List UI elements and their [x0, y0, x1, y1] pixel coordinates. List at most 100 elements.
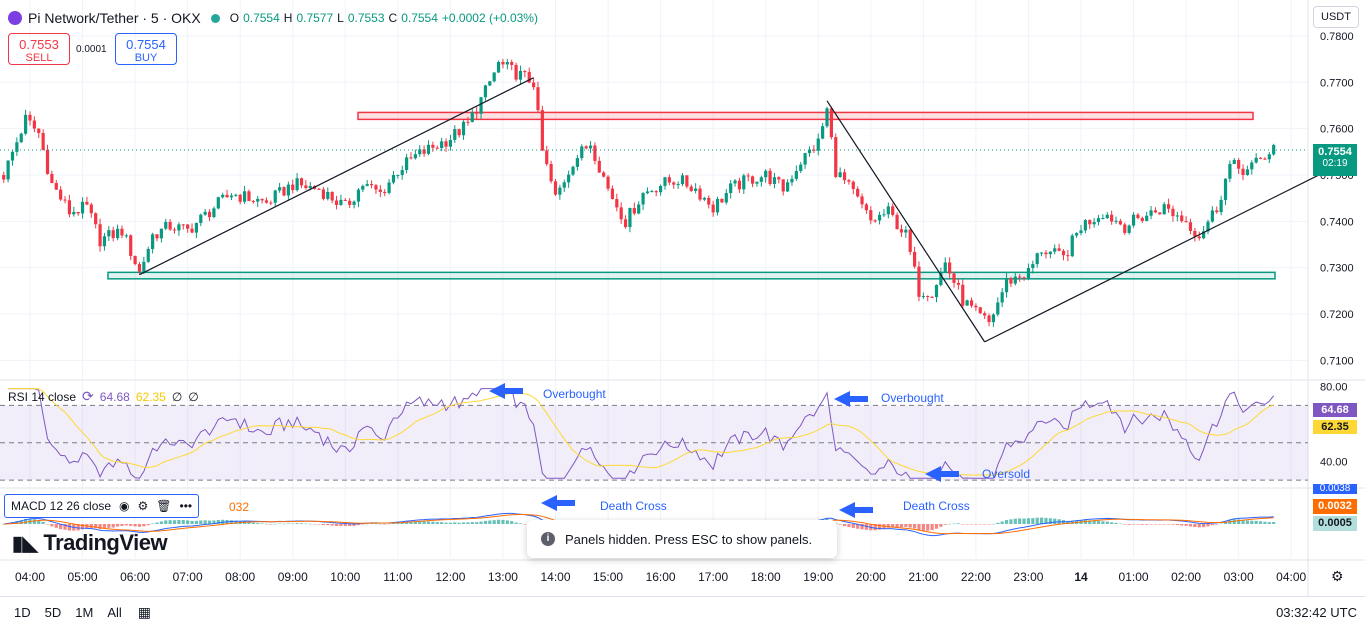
macd-hist-bar [448, 522, 452, 524]
candle-body [737, 180, 742, 190]
candle-body [943, 262, 947, 272]
more-icon[interactable]: ••• [179, 499, 193, 513]
candle-body [934, 285, 939, 298]
candle-body [330, 191, 334, 201]
macd-hist-bar [190, 520, 194, 524]
macd-hist-bar [24, 518, 28, 524]
time-tick-label: 07:00 [173, 570, 203, 584]
candle-body [676, 184, 680, 186]
candle-body [1110, 214, 1114, 222]
macd-hist-bar [115, 524, 120, 527]
candle-body [807, 149, 812, 154]
candle-body [356, 189, 361, 202]
candle-body [1105, 214, 1109, 219]
candle-body [374, 185, 378, 190]
time-tick-label: 11:00 [383, 570, 412, 584]
candle-body [440, 141, 444, 149]
candle-body [264, 200, 269, 203]
candle-body [115, 228, 120, 239]
timeframe-1m[interactable]: 1M [75, 604, 94, 620]
time-tick-label: 06:00 [120, 570, 150, 584]
candle-body [619, 207, 623, 220]
macd-hist-bar [256, 523, 260, 524]
macd-hist-bar [124, 524, 128, 526]
macd-hist-bar [921, 524, 925, 531]
macd-hist-bar [952, 523, 956, 525]
candle-body [602, 172, 606, 177]
macd-hist-bar [304, 523, 308, 525]
chart-canvas[interactable]: 0.71000.72000.73000.74000.75000.76000.77… [0, 0, 1365, 596]
resistance-zone [357, 111, 1254, 121]
trendline [139, 77, 534, 276]
candle-body [532, 82, 536, 88]
candle-body [343, 199, 347, 201]
eye-icon[interactable]: ◉ [119, 499, 130, 513]
candle-body [1166, 204, 1171, 209]
macd-hist-bar [444, 522, 448, 524]
macd-hist-bar [1206, 524, 1210, 527]
candle-body [777, 177, 781, 180]
candle-body [610, 188, 615, 200]
candle-body [273, 190, 277, 203]
trash-icon[interactable]: 🗑 [156, 499, 172, 513]
candle-body [593, 145, 597, 161]
utc-clock[interactable]: 03:32:42 UTC [1276, 605, 1357, 620]
candle-body [540, 110, 544, 151]
candle-body [159, 228, 163, 239]
macd-hist-bar [76, 524, 80, 531]
macd-hist-bar [278, 523, 282, 525]
macd-hist-bar [308, 523, 312, 525]
macd-hist-bar [32, 519, 36, 524]
macd-hist-bar [1013, 518, 1017, 524]
macd-hist-bar [159, 521, 163, 524]
timeframe-1d[interactable]: 1D [14, 604, 31, 620]
candle-body [623, 219, 628, 228]
candle-body [278, 187, 282, 191]
macd-hist-bar [37, 520, 41, 524]
chart-settings-gear-icon[interactable]: ⚙ [1331, 568, 1344, 584]
macd-hist-bar [1048, 518, 1052, 524]
calendar-range-icon[interactable]: ▦ [137, 603, 151, 620]
settings-icon[interactable]: ⚙ [137, 499, 149, 513]
currency-selector[interactable]: USDT [1313, 6, 1359, 28]
candle-body [759, 177, 763, 182]
candle-body [45, 149, 50, 174]
macd-hist-bar [330, 524, 334, 526]
candle-body [229, 195, 234, 198]
rsi-legend[interactable]: RSI 14 close ⟳ 64.68 62.35 ∅ ∅ [8, 388, 199, 404]
macd-hist-bar [842, 524, 847, 527]
buy-button[interactable]: 0.7554 BUY [115, 33, 177, 65]
candle-body [1145, 215, 1149, 221]
candle-body [1272, 145, 1276, 155]
macd-hist-bar [1219, 523, 1223, 525]
candle-body [492, 72, 496, 82]
candle-body [1193, 230, 1197, 237]
candle-body [466, 121, 470, 123]
macd-legend[interactable]: MACD 12 26 close ◉ ⚙ 🗑 ••• [4, 494, 200, 518]
timeframe-all[interactable]: All [107, 604, 122, 620]
timeframe-5d[interactable]: 5D [44, 604, 62, 620]
macd-hist-bar [996, 522, 1000, 524]
candle-body [1061, 250, 1066, 256]
candle-body [242, 191, 247, 202]
candle-body [921, 296, 925, 298]
annotation-label: Death Cross [600, 499, 667, 513]
candle-body [488, 81, 492, 86]
macd-hist-bar [19, 520, 23, 524]
sell-button[interactable]: 0.7553 SELL [8, 33, 70, 65]
candle-body [1188, 222, 1193, 231]
candle-body [234, 194, 238, 196]
symbol-title[interactable]: Pi Network/Tether · 5 · OKX [28, 10, 201, 26]
macd-hist-bar [1031, 518, 1035, 524]
candle-body [1031, 264, 1035, 269]
candle-body [829, 108, 833, 138]
candle-body [199, 214, 203, 223]
annotation-label: Overbought [543, 387, 606, 401]
candle-body [203, 211, 207, 215]
rsi-tick-label: 80.00 [1320, 382, 1348, 394]
macd-hist-bar [496, 519, 501, 524]
candle-body [917, 266, 921, 297]
refresh-icon[interactable]: ⟳ [82, 388, 94, 404]
candle-body [1184, 221, 1188, 223]
price-tick-label: 0.7100 [1320, 355, 1354, 367]
